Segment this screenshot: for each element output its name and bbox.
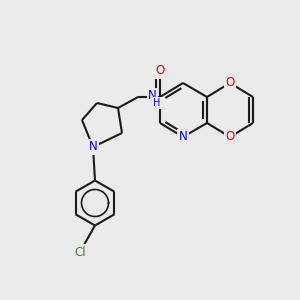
- Text: O: O: [155, 64, 165, 77]
- Text: N: N: [88, 140, 98, 154]
- Text: O: O: [225, 130, 235, 143]
- Text: N: N: [148, 89, 157, 102]
- Text: O: O: [225, 76, 235, 89]
- Text: H: H: [153, 98, 161, 108]
- Text: N: N: [178, 130, 188, 143]
- Text: Cl: Cl: [74, 245, 86, 259]
